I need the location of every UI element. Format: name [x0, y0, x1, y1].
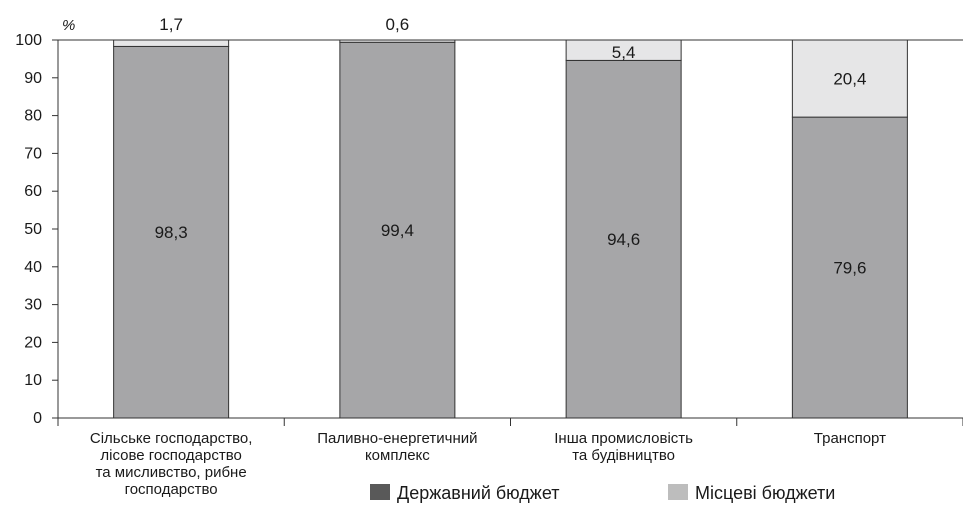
legend: Державний бюджет Місцеві бюджети [370, 483, 835, 503]
data-label: 0,6 [386, 15, 410, 34]
category-label: та мисливство, рибне [96, 464, 247, 481]
category-label: Сільське господарство, [90, 430, 253, 447]
legend-swatch [370, 484, 390, 500]
y-tick-label: 0 [33, 410, 42, 427]
bar-segment [791, 116, 908, 419]
y-tick-label: 60 [24, 183, 42, 200]
data-label: 79,6 [833, 259, 866, 278]
bars [113, 39, 908, 419]
y-tick-label: 40 [24, 259, 42, 276]
legend-label: Місцеві бюджети [695, 483, 835, 503]
category-label: Транспорт [814, 430, 886, 447]
y-tick-label: 20 [24, 334, 42, 351]
y-unit-label: % [62, 17, 75, 34]
data-label: 99,4 [381, 221, 414, 240]
y-tick-label: 70 [24, 145, 42, 162]
y-tick-label: 100 [15, 32, 42, 49]
y-tick-label: 50 [24, 221, 42, 238]
y-tick-label: 30 [24, 297, 42, 314]
y-tick-label: 80 [24, 108, 42, 125]
data-label: 5,4 [612, 43, 636, 62]
data-label: 94,6 [607, 230, 640, 249]
data-label: 1,7 [159, 15, 183, 34]
category-label: Інша промисловість [554, 430, 693, 447]
bar-segment [565, 59, 682, 419]
category-labels: Сільське господарство,лісове господарств… [90, 430, 886, 498]
category-label: господарство [125, 481, 218, 498]
category-label: та будівництво [572, 447, 675, 464]
category-label: Паливно-енергетичний [317, 430, 477, 447]
bar-segment [113, 39, 230, 47]
bar-segment [113, 45, 230, 419]
data-label: 98,3 [155, 223, 188, 242]
category-label: лісове господарство [100, 447, 241, 464]
data-label: 20,4 [833, 70, 866, 89]
data-labels: 98,3 1,7 99,4 0,6 94,6 5,4 79,6 20,4 [155, 15, 867, 278]
legend-label: Державний бюджет [397, 483, 560, 503]
bar-segment [791, 39, 908, 118]
bar-segment [339, 39, 456, 43]
y-tick-label: 90 [24, 70, 42, 87]
y-tick-label: 10 [24, 372, 42, 389]
legend-swatch [668, 484, 688, 500]
bar-segment [565, 39, 682, 61]
category-label: комплекс [365, 447, 430, 464]
